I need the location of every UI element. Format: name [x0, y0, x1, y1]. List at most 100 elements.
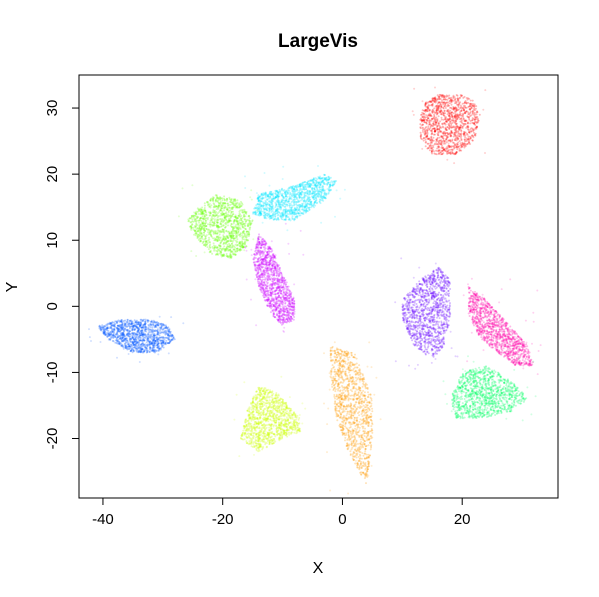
data-point [444, 103, 446, 105]
data-point [431, 99, 434, 102]
data-point [436, 128, 439, 131]
data-point [420, 113, 422, 116]
data-point [424, 109, 427, 112]
data-point [450, 145, 453, 148]
data-point [448, 114, 451, 117]
data-point [422, 119, 425, 122]
data-point [436, 97, 439, 100]
data-point [265, 217, 268, 220]
data-point [448, 97, 451, 99]
data-point [444, 132, 447, 134]
data-point [181, 187, 184, 190]
data-point [460, 117, 463, 120]
data-point [446, 126, 449, 128]
data-point [280, 322, 282, 324]
data-point [442, 148, 445, 151]
data-point [193, 233, 196, 236]
data-point [244, 175, 246, 178]
data-point [219, 245, 222, 248]
data-point [270, 294, 273, 297]
data-point [434, 86, 436, 89]
data-point [427, 125, 430, 128]
data-point [224, 215, 227, 217]
data-point [208, 236, 210, 239]
data-point [244, 246, 247, 249]
data-point [231, 213, 234, 216]
data-point [231, 206, 234, 209]
data-point [288, 297, 291, 300]
data-point [217, 236, 220, 239]
data-point [288, 293, 291, 296]
data-point [301, 191, 304, 194]
data-point [422, 119, 425, 122]
data-point [291, 212, 293, 215]
data-point [447, 119, 450, 122]
data-point [237, 230, 240, 233]
data-point [462, 105, 465, 107]
data-point [452, 106, 455, 108]
data-point [452, 94, 455, 97]
data-point [472, 131, 475, 134]
data-point [445, 120, 447, 123]
data-point [241, 238, 244, 241]
data-point [466, 122, 469, 125]
data-point [453, 106, 456, 109]
data-point [241, 217, 244, 219]
data-point [226, 247, 229, 250]
data-point [205, 217, 208, 220]
data-point [436, 128, 439, 131]
data-point [436, 111, 439, 114]
data-point [267, 269, 270, 272]
data-point [438, 139, 441, 142]
data-point [463, 101, 466, 104]
data-point [441, 122, 444, 125]
data-point [462, 117, 465, 120]
data-point [434, 120, 437, 123]
data-point [441, 94, 443, 97]
data-point [284, 301, 287, 304]
data-point [465, 120, 468, 122]
data-point [245, 212, 248, 215]
data-point [230, 236, 233, 239]
data-point [436, 150, 439, 152]
data-point [271, 267, 274, 269]
data-point [195, 213, 198, 216]
data-point [234, 253, 237, 256]
data-point [198, 227, 201, 229]
data-point [231, 203, 234, 206]
data-point [214, 232, 217, 235]
data-point [300, 204, 303, 207]
data-point [471, 127, 474, 130]
data-point [315, 181, 318, 184]
data-point [465, 97, 468, 99]
data-point [430, 145, 433, 147]
data-point [447, 126, 449, 129]
data-point [439, 111, 442, 114]
data-point [199, 230, 202, 232]
data-point [275, 271, 278, 274]
data-point [436, 98, 438, 101]
data-point [269, 216, 272, 219]
data-point [221, 199, 224, 202]
data-point [441, 140, 444, 143]
data-point [207, 202, 210, 205]
data-point [270, 307, 273, 310]
data-point [232, 234, 235, 237]
data-point [272, 281, 274, 284]
data-point [233, 215, 236, 218]
data-point [206, 246, 209, 249]
data-point [200, 226, 203, 229]
data-point [441, 153, 443, 156]
data-point [454, 139, 457, 142]
data-point [326, 188, 329, 191]
data-point [276, 265, 279, 267]
data-point [440, 142, 443, 145]
data-point [240, 234, 243, 237]
data-point [458, 102, 461, 105]
data-point [450, 106, 453, 109]
data-point [426, 108, 429, 111]
data-point [439, 151, 442, 154]
data-point [444, 134, 447, 137]
data-point [423, 137, 425, 139]
data-point [440, 109, 443, 112]
